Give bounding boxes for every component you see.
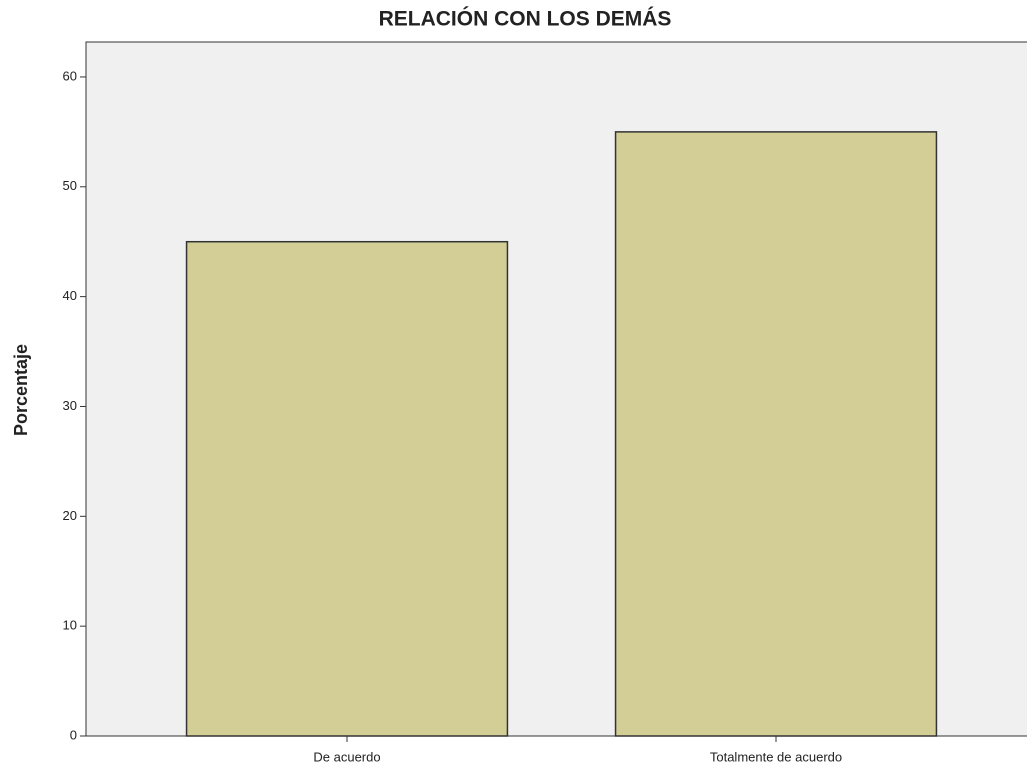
x-tick-label: De acuerdo <box>313 749 380 764</box>
x-tick-label: Totalmente de acuerdo <box>710 749 842 764</box>
y-tick-label: 40 <box>63 288 77 303</box>
y-tick-label: 60 <box>63 68 77 83</box>
bar <box>185 240 509 737</box>
y-axis-label: Porcentaje <box>11 344 31 436</box>
bar <box>614 131 938 737</box>
chart-title: RELACIÓN CON LOS DEMÁS <box>379 7 672 31</box>
y-tick-label: 30 <box>63 398 77 413</box>
y-tick-label: 0 <box>70 727 77 742</box>
y-tick-label: 10 <box>63 618 77 633</box>
y-tick-label: 20 <box>63 508 77 523</box>
y-tick-label: 50 <box>63 178 77 193</box>
